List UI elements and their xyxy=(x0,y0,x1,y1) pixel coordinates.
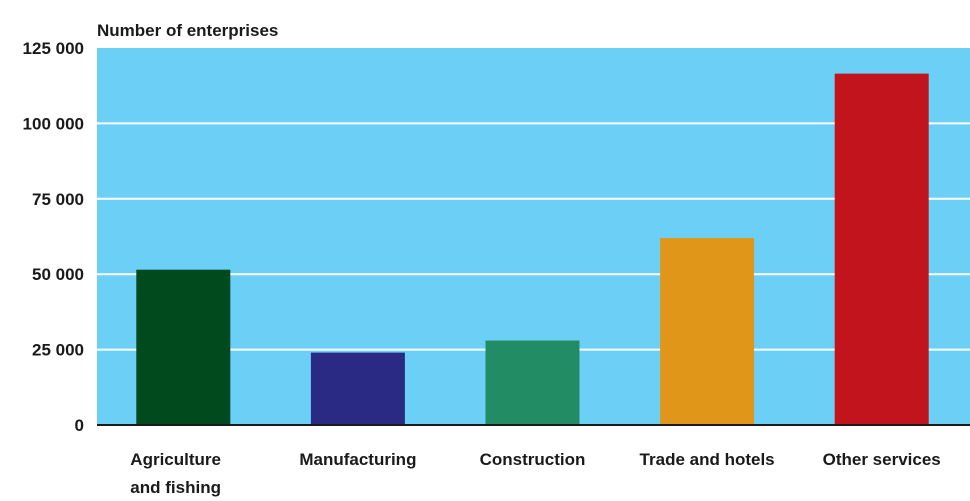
y-tick-label: 0 xyxy=(75,416,84,435)
x-axis-ticks: Agriculture and fishing Manufacturing Const… xyxy=(130,450,940,497)
y-tick-label: 25 000 xyxy=(32,341,84,360)
x-tick-label: Other services xyxy=(823,450,941,469)
x-tick-label: Construction xyxy=(480,450,586,469)
y-axis-title: Number of enterprises xyxy=(97,21,278,40)
bars xyxy=(136,73,929,426)
bar xyxy=(310,352,405,425)
y-tick-label: 75 000 xyxy=(32,190,84,209)
x-tick-label: Manufacturing xyxy=(299,450,416,469)
x-tick-label: Agriculture and fishing xyxy=(130,450,221,497)
y-tick-label: 50 000 xyxy=(32,265,84,284)
y-tick-label: 100 000 xyxy=(23,114,84,133)
bar xyxy=(136,269,231,425)
bar xyxy=(485,340,580,425)
x-tick-label: Trade and hotels xyxy=(640,450,775,469)
y-axis-ticks: 0 25 000 50 000 75 000 100 000 125 000 xyxy=(23,39,84,435)
y-tick-label: 125 000 xyxy=(23,39,84,58)
bar xyxy=(660,238,755,425)
bar xyxy=(834,73,929,426)
grid-lines xyxy=(97,122,970,351)
